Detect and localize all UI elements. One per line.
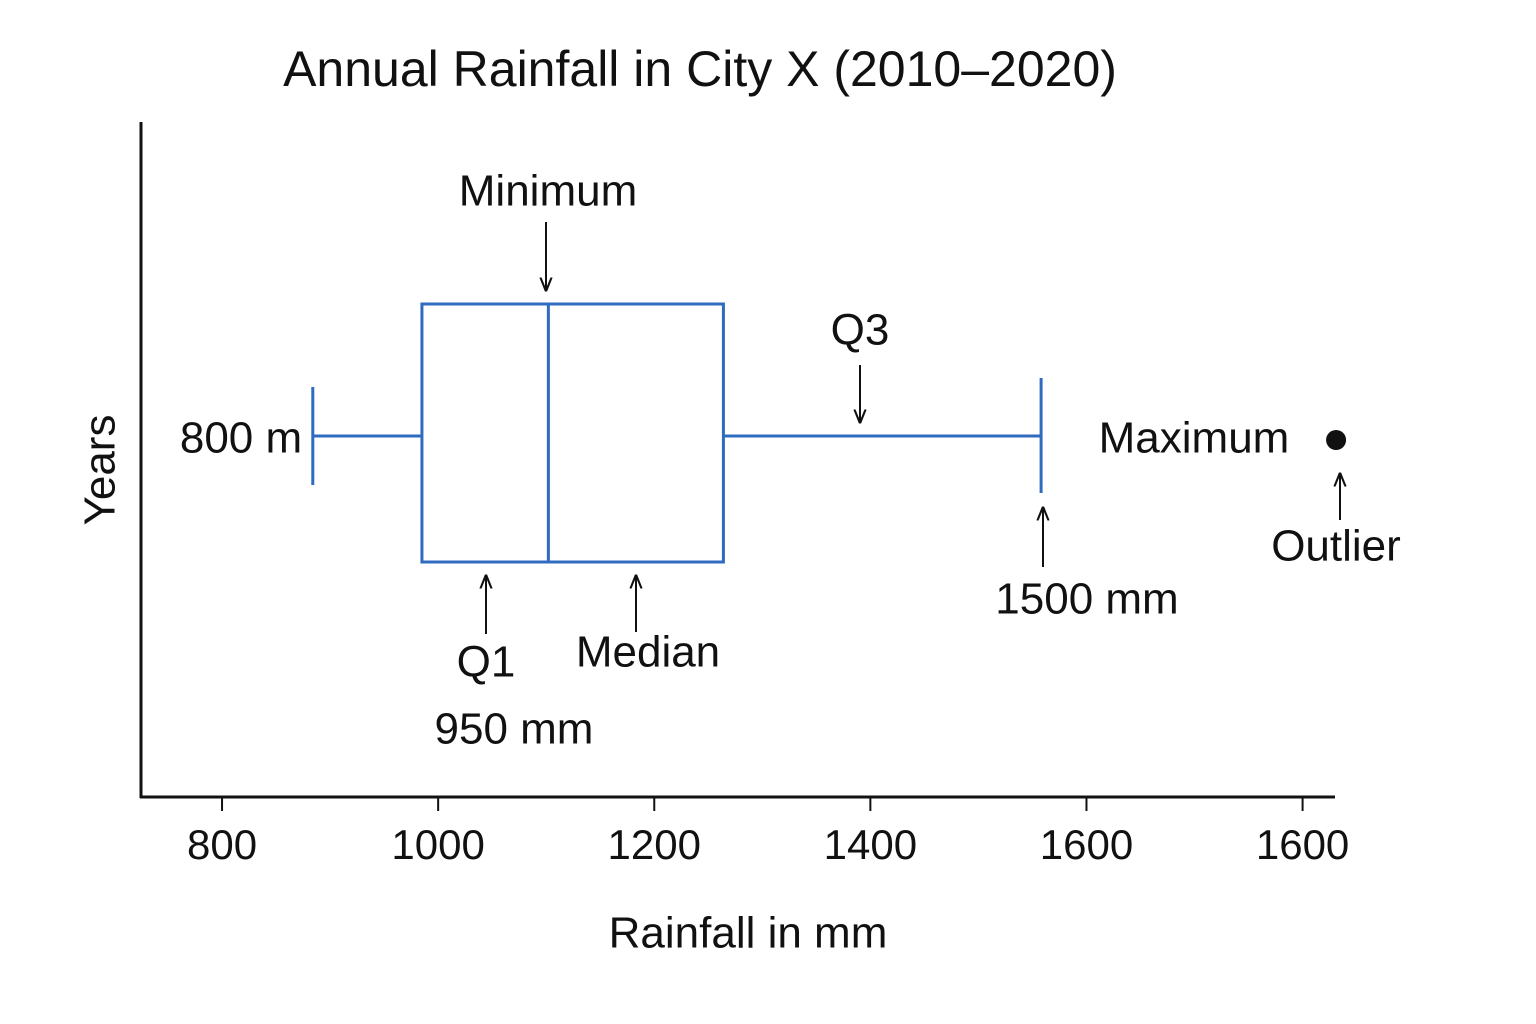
outlier xyxy=(1326,430,1347,450)
annotation: Minimum xyxy=(459,167,637,216)
x-tick-label: 1400 xyxy=(824,821,917,868)
annotation: Maximum xyxy=(1099,414,1290,463)
annotation: Outlier xyxy=(1271,522,1401,571)
chart-title: Annual Rainfall in City X (2010–2020) xyxy=(283,41,1117,97)
y-axis-label: Years xyxy=(76,415,125,526)
x-tick-label: 1200 xyxy=(608,821,701,868)
x-tick-label: 800 xyxy=(187,821,257,868)
annotation: Median xyxy=(576,628,720,677)
x-tick-label: 1600 xyxy=(1040,821,1133,868)
annotation: Q1 xyxy=(457,638,516,687)
x-tick-label: 1000 xyxy=(391,821,484,868)
x-axis-label: Rainfall in mm xyxy=(609,909,888,958)
annotation: 1500 mm xyxy=(995,575,1178,624)
annotation: 800 m xyxy=(180,414,302,463)
annotation: Q3 xyxy=(831,306,890,355)
x-tick-label: 1600 xyxy=(1256,821,1349,868)
annotation: 950 mm xyxy=(435,705,594,754)
box xyxy=(420,302,725,564)
